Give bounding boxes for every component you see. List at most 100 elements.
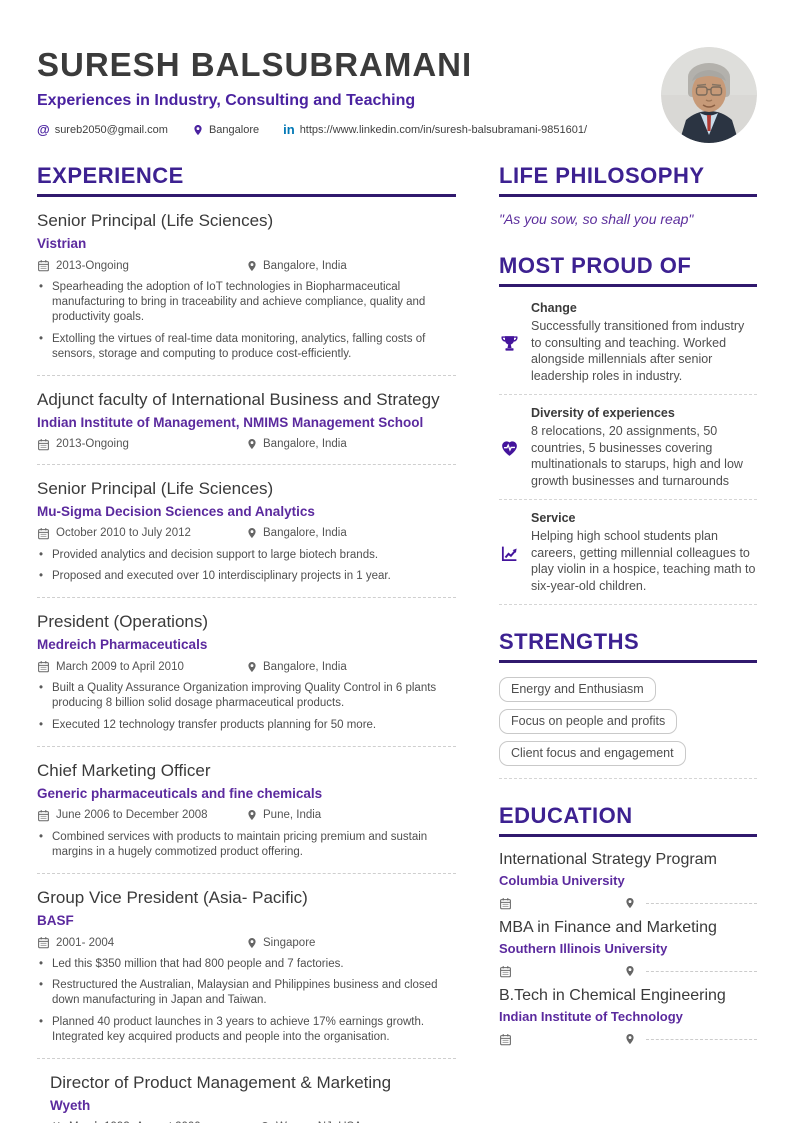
dashed-divider [37,597,456,599]
strengths-section: STRENGTHS Energy and Enthusiasm Focus on… [499,629,757,779]
job-bullet: Led this $350 million that had 800 peopl… [37,957,456,972]
strength-tag: Energy and Enthusiasm [499,677,656,702]
job-location-text: Wayne, NJ, USA [276,1121,362,1123]
heart-pulse-icon [499,406,519,489]
job-bullet: Executed 12 technology transfer products… [37,718,456,733]
job-bullet: Provided analytics and decision support … [37,548,456,563]
job-bullet: Extolling the virtues of real-time data … [37,332,456,362]
tagline: Experiences in Industry, Consulting and … [37,92,416,109]
job-bullet: Built a Quality Assurance Organization i… [37,681,456,711]
proud-item-text: 8 relocations, 20 assignments, 50 countr… [531,424,743,488]
education-entry: B.Tech in Chemical Engineering Indian In… [499,987,757,1047]
job-company: Generic pharmaceuticals and fine chemica… [37,785,323,801]
job-meta-row: 2001- 2004 Singapore [37,936,456,949]
job-role: Chief Marketing Officer [37,760,211,780]
proud-item-title: Service [531,511,576,525]
email-text[interactable]: sureb2050@gmail.com [54,123,168,136]
job-location-text: Singapore [263,936,316,949]
job-date-text: October 2010 to July 2012 [56,527,191,540]
most-proud-of-title: MOST PROUD OF [499,253,692,278]
location-pin-icon [246,260,258,272]
section-rule [499,660,757,663]
job-company: Wyeth [50,1097,91,1113]
right-column: LIFE PHILOSOPHY "As you sow, so shall yo… [499,163,757,1123]
proud-item: Change Successfully transitioned from in… [499,301,757,384]
job-company: BASF [37,913,74,929]
education-entry: MBA in Finance and Marketing Southern Il… [499,919,757,979]
header: SURESH BALSUBRAMANI Experiences in Indus… [0,0,794,137]
job-date: March 2009 to April 2010 [37,660,246,673]
location-pin-icon [246,809,258,821]
dashed-divider [37,745,456,747]
job-date: 2013-Ongoing [37,438,246,451]
strength-tag: Client focus and engagement [499,741,686,766]
job-location: Wayne, NJ, USA [259,1121,362,1123]
dashed-divider [499,499,757,500]
job-role: Group Vice President (Asia- Pacific) [37,888,308,908]
degree-name: MBA in Finance and Marketing [499,919,717,936]
dashed-divider [499,394,757,395]
job-date-text: 2001- 2004 [56,936,115,949]
growth-chart-icon [499,511,519,594]
proud-item: Diversity of experiences 8 relocations, … [499,406,757,489]
section-rule [37,194,456,197]
strengths-title: STRENGTHS [499,629,640,654]
job-date: March 1993- August 2000 [50,1121,259,1123]
job-role: Senior Principal (Life Sciences) [37,478,274,498]
location-pin-icon [624,965,636,977]
location-pin-icon [624,1033,636,1045]
calendar-icon [499,1033,512,1046]
job-bullet: Restructured the Australian, Malaysian a… [37,978,456,1008]
degree-name: International Strategy Program [499,851,717,868]
life-philosophy-section: LIFE PHILOSOPHY "As you sow, so shall yo… [499,163,757,227]
proud-item-title: Change [531,301,577,315]
left-column: EXPERIENCE Senior Principal (Life Scienc… [37,163,456,1123]
location-text: Bangalore [208,123,260,136]
job-role: Director of Product Management & Marketi… [50,1072,392,1092]
school-name: Indian Institute of Technology [499,1009,683,1024]
education-meta-row [499,963,757,979]
experience-entry: Adjunct faculty of International Busines… [37,390,456,451]
degree-name: B.Tech in Chemical Engineering [499,987,726,1004]
job-meta-row: March 2009 to April 2010 Bangalore, Indi… [37,660,456,673]
proud-item-text: Helping high school students plan career… [531,529,756,593]
dashed-placeholder [646,902,757,904]
dashed-divider [37,1057,456,1059]
job-company: Medreich Pharmaceuticals [37,637,208,653]
job-bullet: Planned 40 product launches in 3 years t… [37,1015,456,1045]
calendar-icon [37,527,50,540]
contact-linkedin[interactable]: in https://www.linkedin.com/in/suresh-ba… [283,122,587,137]
location-pin-icon [246,527,258,539]
job-location: Bangalore, India [246,661,347,673]
experience-entry: Senior Principal (Life Sciences) Vistria… [37,211,456,362]
dashed-divider [37,873,456,875]
life-philosophy-title: LIFE PHILOSOPHY [499,163,705,188]
job-company: Mu-Sigma Decision Sciences and Analytics [37,503,315,519]
job-date-text: June 2006 to December 2008 [56,809,208,822]
contact-location: Bangalore [192,124,259,136]
email-icon: @ [37,122,50,137]
job-date-text: 2013-Ongoing [56,438,129,451]
job-meta-row: 2013-Ongoing Bangalore, India [37,259,456,272]
location-pin-icon [246,661,258,673]
job-role: Adjunct faculty of International Busines… [37,389,440,409]
location-pin-icon [624,897,636,909]
job-bullets: Provided analytics and decision support … [37,548,456,585]
school-name: Southern Illinois University [499,941,668,956]
contact-email[interactable]: @ sureb2050@gmail.com [37,122,168,137]
job-bullet: Combined services with products to maint… [37,830,456,860]
portrait-illustration [661,47,757,143]
most-proud-of-section: MOST PROUD OF Change Successfully transi… [499,253,757,605]
job-bullets: Built a Quality Assurance Organization i… [37,681,456,733]
location-pin-icon [192,124,204,136]
linkedin-url[interactable]: https://www.linkedin.com/in/suresh-balsu… [299,123,588,136]
philosophy-quote: "As you sow, so shall you reap" [499,211,694,227]
school-name: Columbia University [499,873,625,888]
trophy-icon [499,301,519,384]
job-meta-row: October 2010 to July 2012 Bangalore, Ind… [37,527,456,540]
job-location: Bangalore, India [246,260,347,272]
job-date: 2001- 2004 [37,936,246,949]
proud-item: Service Helping high school students pla… [499,511,757,594]
proud-item-title: Diversity of experiences [531,406,675,420]
job-date-text: March 2009 to April 2010 [56,660,184,673]
